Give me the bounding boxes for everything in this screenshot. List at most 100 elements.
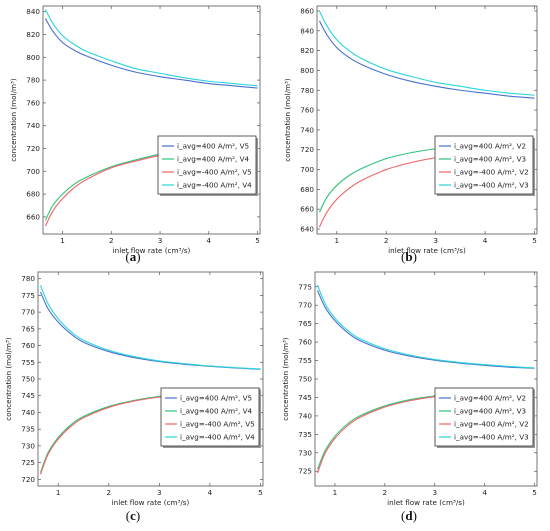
y-tick-label: 860 [300, 6, 314, 15]
series-line-4 [316, 284, 535, 369]
y-tick-label: 800 [26, 53, 40, 62]
legend-label: i_avg=-400 A/m², V5 [177, 168, 252, 177]
y-tick-label: 780 [300, 86, 314, 95]
y-tick-label: 720 [300, 145, 314, 154]
legend-label: i_avg=-400 A/m², V2 [454, 168, 529, 177]
caption-a: (a) [125, 249, 141, 264]
x-tick-label: 4 [483, 236, 488, 245]
x-tick-label: 4 [482, 488, 487, 497]
y-tick-label: 700 [300, 165, 314, 174]
y-tick-label: 840 [26, 7, 40, 16]
legend-label: i_avg=400 A/m², V3 [454, 155, 526, 164]
y-tick-label: 760 [26, 98, 40, 107]
y-tick-label: 740 [21, 408, 35, 417]
y-tick-label: 740 [300, 125, 314, 134]
x-tick-label: 3 [157, 488, 162, 497]
chart-panel-c: 1 2 3 4 5 720 725 730 735 740 745 750 755 760 765 770 77… [0, 266, 275, 507]
x-tick-label: 2 [383, 488, 388, 497]
y-tick-label: 780 [21, 274, 35, 283]
legend-label: i_avg=-400 A/m², V4 [180, 433, 255, 442]
y-tick-label: 725 [298, 467, 312, 476]
y-tick-label: 750 [21, 375, 35, 384]
y-tick-label: 660 [300, 205, 314, 214]
series-line-1 [44, 18, 258, 89]
x-axis-label: inlet flow rate (cm³/s) [113, 246, 191, 255]
y-tick-label: 745 [298, 393, 312, 402]
chart-panel-a: 1 2 3 4 5 660 680 700 720 740 760 780 800 820 840 inlet… [0, 0, 275, 255]
y-tick-label: 750 [298, 375, 312, 384]
x-tick-label: 5 [255, 236, 260, 245]
y-tick-label: 760 [298, 338, 312, 347]
series-line-4 [40, 285, 261, 370]
legend-label: i_avg=-400 A/m², V4 [177, 181, 252, 190]
x-axis-label: inlet flow rate (cm³/s) [387, 498, 465, 507]
chart-a: 1 2 3 4 5 660 680 700 720 740 760 780 800 820 840 inlet… [9, 5, 261, 255]
y-tick-label: 730 [298, 448, 312, 457]
y-tick-label: 680 [300, 185, 314, 194]
series-line-4 [318, 10, 535, 96]
y-tick-label: 725 [21, 458, 35, 467]
legend-box [434, 135, 534, 195]
x-tick-label: 5 [532, 488, 537, 497]
legend-label: i_avg=400 A/m², V4 [177, 155, 250, 164]
y-tick-label: 700 [26, 167, 40, 176]
y-tick-label: 740 [298, 411, 312, 420]
y-tick-label: 800 [300, 66, 314, 75]
y-tick-label: 730 [21, 441, 35, 450]
y-tick-label: 720 [21, 475, 35, 484]
legend-label: i_avg=400 A/m², V5 [177, 142, 249, 151]
series-line-4 [44, 9, 258, 87]
plot-area [314, 271, 538, 487]
y-tick-label: 755 [298, 356, 312, 365]
plot-area [37, 271, 264, 487]
y-tick-label: 775 [21, 291, 35, 300]
y-tick-label: 680 [26, 190, 40, 199]
x-tick-label: 5 [532, 236, 537, 245]
chart-c: 1 2 3 4 5 720 725 730 735 740 745 750 755 760 765 770 77… [4, 271, 264, 507]
legend-label: i_avg=-400 A/m², V3 [454, 433, 529, 442]
y-tick-label: 760 [21, 341, 35, 350]
y-tick-label: 735 [21, 425, 35, 434]
legend-label: i_avg=-400 A/m², V5 [180, 420, 255, 429]
legend-box [160, 387, 260, 447]
y-tick-label: 775 [298, 282, 312, 291]
y-axis-label: concentration (mol/m³) [9, 78, 18, 162]
legend-label: i_avg=400 A/m², V4 [180, 407, 253, 416]
x-tick-label: 1 [60, 236, 65, 245]
y-tick-label: 740 [26, 121, 40, 130]
legend-label: i_avg=400 A/m², V3 [454, 407, 526, 416]
legend-label: i_avg=-400 A/m², V3 [454, 181, 529, 190]
x-tick-label: 3 [433, 236, 438, 245]
chart-d: 1 2 3 4 5 725 730 735 740 745 750 755 760 765 770 775 in… [281, 271, 538, 507]
x-tick-label: 3 [432, 488, 437, 497]
caption-d: (d) [401, 508, 417, 523]
plot-area [42, 5, 261, 235]
legend-box [157, 135, 257, 195]
y-tick-label: 770 [21, 308, 35, 317]
y-tick-label: 820 [300, 46, 314, 55]
x-tick-label: 2 [109, 236, 114, 245]
x-tick-label: 4 [208, 488, 213, 497]
chart-b: 1 2 3 4 5 640 660 680 700 720 740 760 780 800 820 840 86… [283, 5, 538, 255]
x-tick-label: 2 [106, 488, 111, 497]
series-line-1 [316, 290, 535, 369]
legend-label: i_avg=400 A/m², V2 [454, 142, 526, 151]
x-tick-label: 1 [56, 488, 61, 497]
legend-label: i_avg=-400 A/m², V2 [454, 420, 529, 429]
legend-label: i_avg=400 A/m², V5 [180, 394, 252, 403]
series-line-1 [318, 20, 535, 99]
y-tick-label: 780 [26, 76, 40, 85]
chart-panel-b: 1 2 3 4 5 640 660 680 700 720 740 760 780 800 820 840 86… [275, 0, 550, 255]
y-tick-label: 770 [298, 301, 312, 310]
y-tick-label: 820 [26, 30, 40, 39]
y-tick-label: 765 [21, 324, 35, 333]
y-tick-label: 735 [298, 430, 312, 439]
y-tick-label: 720 [26, 144, 40, 153]
y-axis-label: concentration (mol/m³) [281, 337, 290, 421]
legend-box [434, 387, 534, 447]
plot-area [316, 5, 538, 235]
y-tick-label: 765 [298, 319, 312, 328]
y-tick-label: 660 [26, 212, 40, 221]
y-tick-label: 760 [300, 106, 314, 115]
x-tick-label: 1 [333, 488, 338, 497]
